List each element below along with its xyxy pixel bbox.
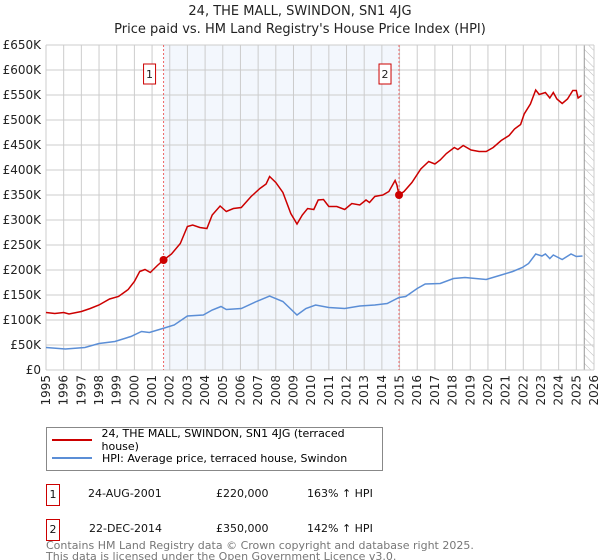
forecast-hatch (584, 45, 594, 370)
x-tick-label: 2000 (127, 375, 141, 406)
sale-hpi: 142% ↑ HPI (307, 522, 373, 535)
x-tick-label: 2022 (516, 375, 530, 406)
y-tick-label: £650K (3, 38, 43, 52)
y-tick-label: £100K (3, 313, 43, 327)
x-tick-label: 2016 (410, 375, 424, 406)
legend-swatch (52, 439, 92, 441)
x-tick-label: 2019 (463, 375, 477, 406)
x-tick-label: 1995 (39, 375, 53, 406)
legend-label: 24, THE MALL, SWINDON, SN1 4JG (terraced… (101, 427, 345, 453)
y-tick-label: £300K (3, 213, 43, 227)
plot-area: £0 £50K £100K £150K £200K £250K £300K £350K £400… (3, 38, 600, 406)
x-tick-label: 2021 (499, 375, 513, 406)
x-tick-label: 2013 (357, 375, 371, 406)
legend-label: HPI: Average price, terraced house, Swin… (102, 451, 348, 465)
x-tick-label: 2009 (286, 375, 300, 406)
x-tick-label: 2014 (375, 375, 389, 406)
x-tick-label: 2012 (340, 375, 354, 406)
series-line (45, 88, 583, 315)
legend-swatch (52, 457, 92, 459)
y-tick-label: £500K (3, 113, 43, 127)
legend-item-property: 24, THE MALL, SWINDON, SN1 4JG (terraced… (52, 427, 382, 453)
sale-label: 1 (146, 68, 153, 81)
x-tick-label: 2018 (446, 375, 460, 406)
footer-copyright: Contains HM Land Registry data © Crown c… (46, 539, 474, 552)
legend: 24, THE MALL, SWINDON, SN1 4JG (terraced… (46, 427, 383, 471)
x-tick-label: 1999 (110, 375, 124, 406)
y-tick-label: £200K (3, 263, 43, 277)
sale-badge: 1 (46, 484, 60, 506)
y-tick-label: £250K (3, 238, 43, 252)
x-tick-label: 2026 (587, 375, 600, 406)
x-tick-label: 2024 (552, 375, 566, 406)
sale-point (395, 191, 404, 199)
y-tick-label: £50K (10, 338, 42, 352)
sale-point (159, 256, 168, 264)
y-tick-label: £600K (3, 63, 43, 77)
y-tick-label: £550K (3, 88, 43, 102)
y-tick-label: £450K (3, 138, 43, 152)
y-tick-label: £150K (3, 288, 43, 302)
x-tick-label: 2002 (163, 375, 177, 406)
sale-label: 2 (382, 68, 389, 81)
x-tick-label: 2001 (145, 375, 159, 406)
y-tick-label: £400K (3, 163, 43, 177)
legend-item-hpi: HPI: Average price, terraced house, Swin… (52, 450, 347, 466)
footer-licence: This data is licensed under the Open Gov… (46, 550, 397, 560)
x-tick-label: 1997 (74, 375, 88, 406)
sale-price: £220,000 (216, 487, 269, 500)
x-tick-label: 1998 (92, 375, 106, 406)
x-tick-label: 2011 (322, 375, 336, 406)
x-tick-label: 2008 (269, 375, 283, 406)
x-tick-label: 2023 (534, 375, 548, 406)
chart-subtitle: Price paid vs. HM Land Registry's House … (114, 22, 486, 37)
x-tick-label: 2004 (198, 375, 212, 406)
x-tick-label: 2006 (233, 375, 247, 406)
sale-period-shading (163, 45, 400, 370)
sale-label-box (143, 63, 157, 85)
sale-date: 24-AUG-2001 (88, 487, 162, 500)
x-tick-label: 2020 (481, 375, 495, 406)
x-tick-label: 2025 (569, 375, 583, 406)
sale-price: £350,000 (216, 522, 269, 535)
x-tick-label: 2017 (428, 375, 442, 406)
x-tick-label: 2007 (251, 375, 265, 406)
y-tick-label: £350K (3, 188, 43, 202)
x-tick-label: 2005 (216, 375, 230, 406)
sale-label-box (378, 63, 392, 85)
x-tick-label: 2015 (393, 375, 407, 406)
sale-row-2: 2 22-DEC-2014 £350,000 142% ↑ HPI (46, 519, 546, 541)
y-tick-label: £0 (26, 363, 41, 377)
chart-title: 24, THE MALL, SWINDON, SN1 4JG (188, 4, 412, 19)
x-tick-label: 2003 (180, 375, 194, 406)
series-line (45, 253, 583, 350)
sale-hpi: 163% ↑ HPI (307, 487, 373, 500)
sale-row-1: 1 24-AUG-2001 £220,000 163% ↑ HPI (46, 484, 546, 506)
x-tick-label: 2010 (304, 375, 318, 406)
x-tick-label: 1996 (57, 375, 71, 406)
sale-date: 22-DEC-2014 (89, 522, 163, 535)
sale-badge: 2 (46, 519, 60, 541)
